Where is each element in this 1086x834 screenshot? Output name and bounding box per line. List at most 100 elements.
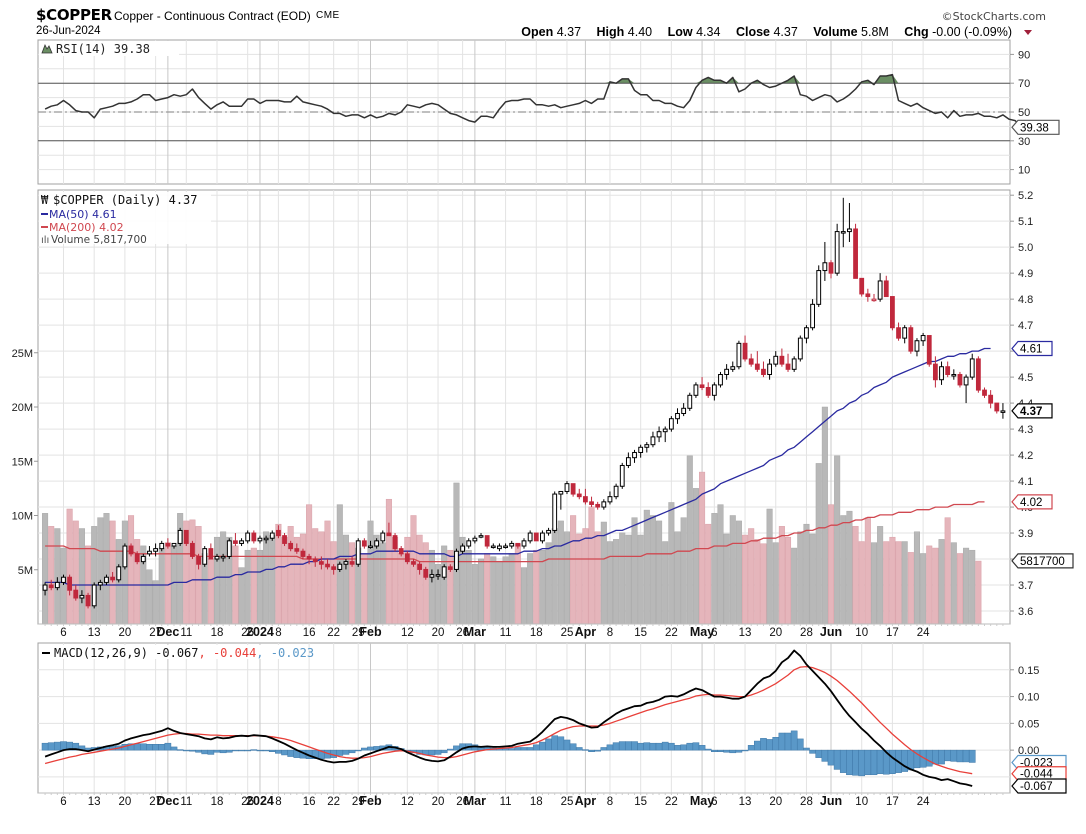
candle-body — [134, 553, 140, 563]
volume-bar — [809, 533, 816, 625]
y-tick-label: 4.3 — [1018, 424, 1033, 436]
candle-body — [816, 270, 822, 305]
x-tick-label: 20 — [769, 627, 782, 639]
x-tick-label: 8 — [275, 796, 281, 808]
candle-body — [312, 558, 318, 563]
volume-bar — [232, 545, 239, 625]
candle-body — [908, 327, 914, 352]
last-value-tag — [1011, 778, 1067, 794]
macd-histogram-bar — [962, 749, 970, 763]
x-tick-label: 10 — [855, 627, 868, 639]
y-tick-label: 4.1 — [1018, 476, 1033, 488]
volume-bar — [275, 523, 282, 625]
candle-body — [91, 584, 97, 607]
x-tick-label: May — [690, 794, 714, 808]
last-value-tag — [1011, 119, 1060, 135]
volume-bar — [821, 406, 828, 625]
volume-bar — [66, 508, 73, 625]
x-tick-label: Apr — [575, 625, 597, 639]
candle-body — [558, 490, 564, 495]
x-tick-label: 13 — [739, 796, 752, 808]
last-value-label: 4.61 — [1020, 344, 1042, 356]
x-tick-label: 24 — [917, 627, 930, 639]
candle-body — [736, 342, 742, 368]
macd-histogram-bar — [262, 749, 270, 752]
candle-body — [638, 446, 644, 453]
volume-legend: Volume 5,817,700 — [51, 234, 147, 246]
volume-bar — [729, 515, 736, 625]
volume-icon: ılı — [41, 235, 49, 246]
macd-histogram-bar — [532, 744, 540, 751]
candle-body — [546, 529, 551, 534]
x-tick-label: 18 — [211, 796, 224, 808]
volume-tick-label: 10M — [12, 511, 33, 523]
macd-histogram-bar — [428, 749, 436, 756]
ma200-legend: MA(200) 4.02 — [49, 221, 124, 234]
x-tick-label: Jun — [820, 625, 842, 639]
volume-bar — [269, 534, 276, 625]
ma50-line — [45, 347, 991, 586]
volume-bar — [883, 541, 890, 625]
candle-body — [613, 485, 619, 498]
candle-body — [153, 548, 158, 552]
volume-bar — [717, 504, 724, 625]
x-tick-label: 13 — [88, 796, 101, 808]
volume-bar — [103, 513, 110, 625]
candle-body — [730, 366, 736, 370]
candle-body — [994, 402, 1000, 412]
candle-body — [687, 394, 693, 409]
macd-histogram-bar — [815, 749, 823, 758]
volume-bar — [349, 542, 356, 625]
candle-body — [920, 335, 926, 342]
x-tick-label: 11 — [500, 796, 512, 808]
low-value: 4.34 — [696, 25, 721, 39]
volume-bar — [256, 549, 263, 625]
volume-bar — [97, 517, 104, 625]
x-tick-label: Mar — [464, 794, 486, 808]
macd-histogram-bar — [950, 749, 958, 762]
candle-body — [699, 384, 705, 389]
macd-histogram-bar — [539, 741, 546, 751]
macd-histogram-bar — [354, 749, 362, 752]
macd-histogram-bar — [557, 736, 565, 751]
volume-bar — [367, 520, 374, 625]
candle-body — [693, 384, 699, 396]
candle-body — [208, 548, 214, 560]
macd-histogram-bar — [692, 742, 700, 751]
x-tick-label: 11 — [500, 627, 512, 639]
volume-bar — [735, 520, 742, 625]
y-tick-label: 50 — [1018, 107, 1030, 119]
volume-bar — [932, 547, 939, 625]
macd-histogram-bar — [729, 749, 737, 754]
macd-histogram-bar — [47, 742, 55, 751]
price-legend-bg — [39, 192, 211, 244]
volume-bar — [477, 558, 485, 625]
volume-bar — [619, 532, 626, 625]
macd-histogram-bar — [133, 743, 141, 751]
x-tick-label: 8 — [607, 796, 613, 808]
volume-bar — [625, 534, 632, 625]
candle-body — [773, 355, 779, 365]
volume-bar — [913, 531, 920, 625]
candle-body — [294, 548, 300, 552]
volume-bar — [785, 536, 792, 625]
volume-bar — [496, 560, 503, 625]
candle-body — [233, 540, 238, 544]
macd-histogram-bar — [582, 749, 589, 751]
y-tick-label: 3.7 — [1018, 580, 1033, 592]
macd-histogram-bar — [839, 749, 847, 773]
candle-body — [540, 532, 545, 542]
candle-body — [503, 545, 508, 549]
macd-histogram-bar — [606, 744, 614, 751]
volume-bar — [613, 539, 620, 625]
volume-bar — [680, 517, 687, 625]
volume-bar — [907, 552, 914, 625]
volume-bar — [324, 520, 331, 625]
macd-histogram-bar — [594, 749, 602, 752]
high-label: High — [596, 25, 625, 39]
volume-bar — [306, 504, 313, 625]
candle-body — [533, 532, 539, 542]
volume-bar — [330, 541, 337, 625]
volume-bar — [606, 541, 613, 625]
candle-body — [392, 535, 398, 550]
